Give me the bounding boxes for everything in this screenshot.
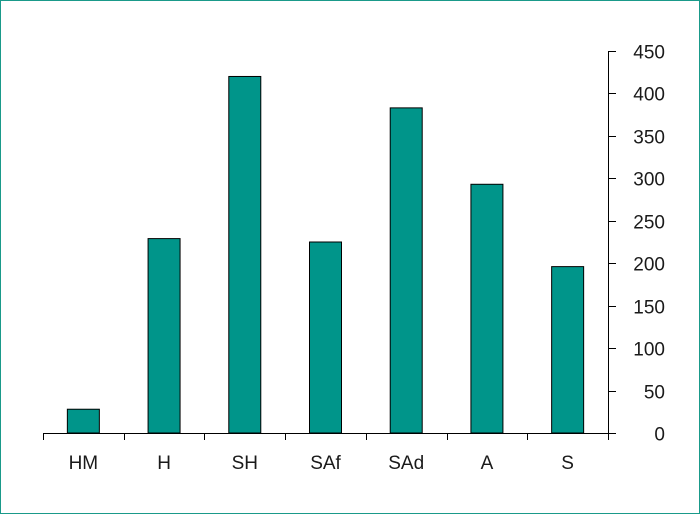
y-tick-label-200: 200 [633, 255, 665, 276]
y-tick-label-150: 150 [633, 298, 665, 319]
y-tick-label-300: 300 [633, 170, 665, 191]
x-tick-label-a: A [481, 453, 494, 474]
bar-saf [309, 241, 342, 434]
bar-h [147, 238, 181, 434]
y-tick-label-400: 400 [633, 85, 665, 106]
x-ticks-group: HM H SH SAf SAd A S [43, 433, 609, 474]
bar-sh [228, 75, 262, 434]
bar-hm [66, 408, 100, 434]
x-tick-label-h: H [157, 453, 171, 474]
bar-a [470, 183, 504, 434]
x-tick-label-sh: SH [232, 453, 258, 474]
bars-group [66, 75, 585, 434]
y-tick-label-0: 0 [654, 425, 665, 446]
y-tick-label-250: 250 [633, 213, 665, 234]
y-ticks-group: 0 50 100 150 200 250 300 350 400 450 [608, 43, 665, 446]
y-tick-label-50: 50 [644, 383, 665, 404]
bar-s [551, 266, 585, 434]
x-tick-label-sad: SAd [388, 453, 424, 474]
y-tick-label-100: 100 [633, 340, 665, 361]
x-tick-label-s: S [561, 453, 574, 474]
x-tick-label-hm: HM [69, 453, 99, 474]
y-tick-label-350: 350 [633, 128, 665, 149]
bar-sad [389, 107, 423, 434]
y-tick-label-450: 450 [633, 43, 665, 64]
x-tick-label-saf: SAf [310, 453, 341, 474]
